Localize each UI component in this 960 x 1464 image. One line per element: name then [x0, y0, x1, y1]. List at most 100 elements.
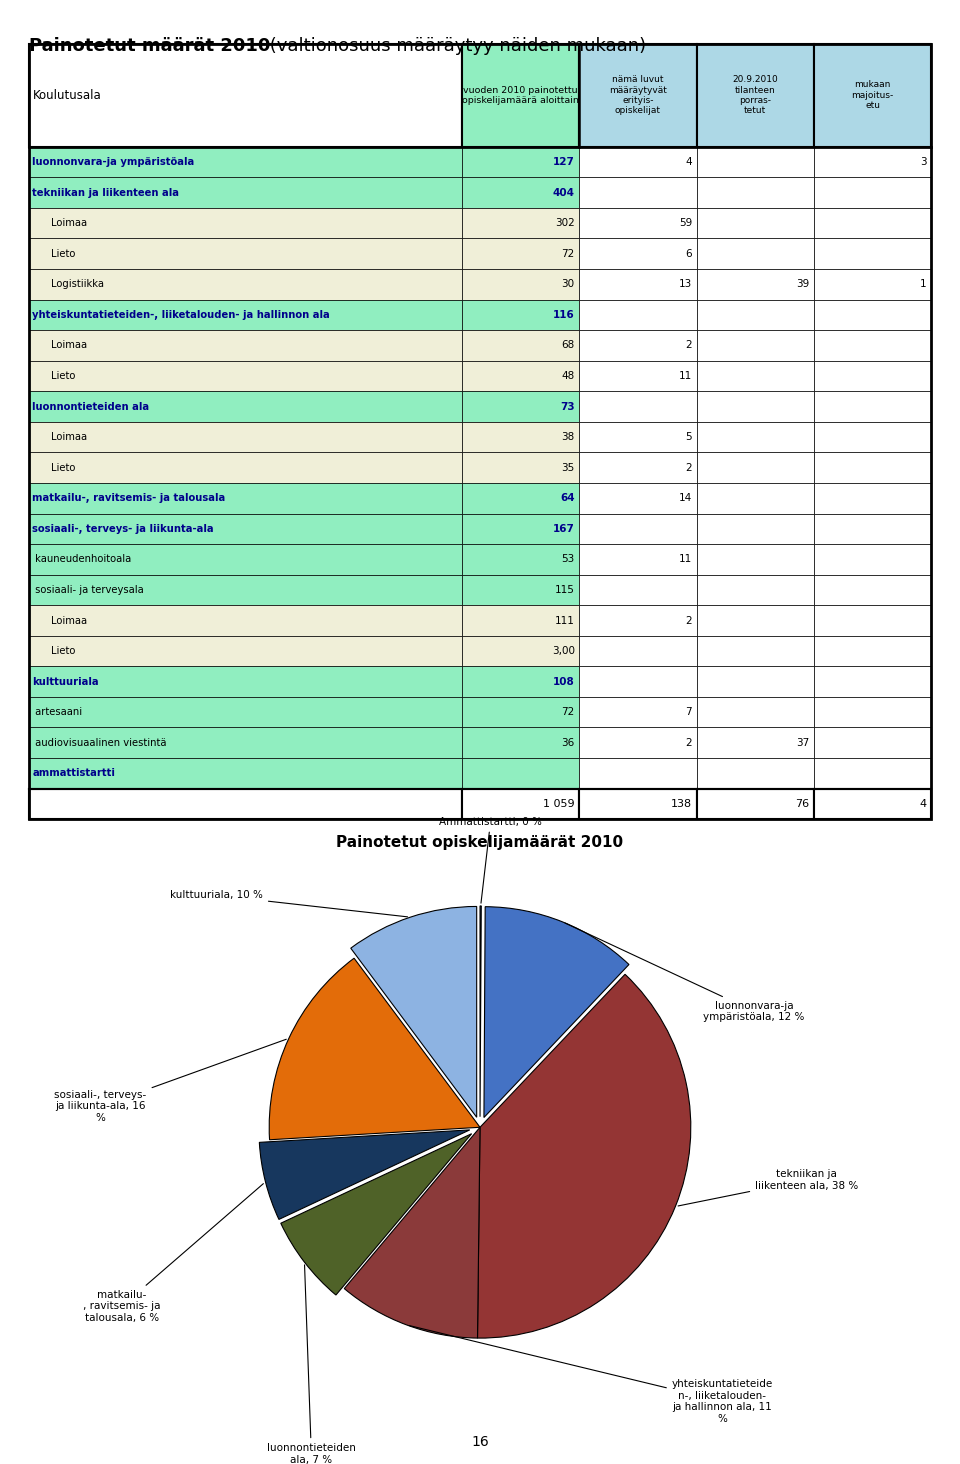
- Bar: [697, 666, 814, 697]
- Bar: [29, 758, 462, 789]
- Bar: [814, 239, 931, 269]
- Bar: [29, 177, 462, 208]
- Text: yhteiskuntatieteide
n-, liiketalouden-
ja hallinnon ala, 11
%: yhteiskuntatieteide n-, liiketalouden- j…: [409, 1325, 773, 1424]
- Bar: [579, 789, 697, 820]
- Text: 16: 16: [471, 1435, 489, 1449]
- Bar: [697, 452, 814, 483]
- Bar: [814, 269, 931, 300]
- Bar: [814, 44, 931, 146]
- Text: 30: 30: [562, 280, 575, 290]
- Text: Painotetut määrät 2010: Painotetut määrät 2010: [29, 37, 270, 54]
- Text: 48: 48: [562, 370, 575, 381]
- Text: nämä luvut
määräytyvät
erityis-
opiskelijat: nämä luvut määräytyvät erityis- opiskeli…: [609, 75, 667, 116]
- Text: kulttuuriala: kulttuuriala: [33, 676, 99, 687]
- Bar: [697, 728, 814, 758]
- Text: 39: 39: [796, 280, 809, 290]
- Wedge shape: [345, 1127, 480, 1338]
- Bar: [29, 697, 462, 728]
- Text: artesaani: artesaani: [33, 707, 83, 717]
- Text: Loimaa: Loimaa: [52, 432, 87, 442]
- Text: Lieto: Lieto: [52, 370, 76, 381]
- Bar: [814, 452, 931, 483]
- Text: 6: 6: [685, 249, 692, 259]
- Bar: [697, 146, 814, 177]
- Text: ammattistartti: ammattistartti: [33, 769, 115, 779]
- Bar: [579, 666, 697, 697]
- Text: tekniikan ja
liikenteen ala, 38 %: tekniikan ja liikenteen ala, 38 %: [678, 1170, 858, 1206]
- Bar: [462, 422, 579, 452]
- Bar: [29, 575, 462, 605]
- Bar: [697, 300, 814, 329]
- Bar: [814, 483, 931, 514]
- Bar: [697, 514, 814, 545]
- Wedge shape: [269, 959, 480, 1140]
- Bar: [462, 605, 579, 635]
- Text: 1: 1: [920, 280, 926, 290]
- Text: 73: 73: [560, 401, 575, 411]
- Bar: [579, 514, 697, 545]
- Text: Loimaa: Loimaa: [52, 341, 87, 350]
- Text: 4: 4: [920, 799, 926, 810]
- Bar: [462, 269, 579, 300]
- Text: 64: 64: [560, 493, 575, 504]
- Bar: [462, 452, 579, 483]
- Bar: [29, 635, 462, 666]
- Bar: [462, 360, 579, 391]
- Text: 35: 35: [562, 463, 575, 473]
- Bar: [697, 697, 814, 728]
- Text: luonnontieteiden ala: luonnontieteiden ala: [33, 401, 150, 411]
- Bar: [579, 391, 697, 422]
- Text: 115: 115: [555, 586, 575, 594]
- Bar: [462, 146, 579, 177]
- Bar: [29, 269, 462, 300]
- Text: luonnonvara-ja ympäristöala: luonnonvara-ja ympäristöala: [33, 157, 195, 167]
- Text: 72: 72: [562, 249, 575, 259]
- Text: 7: 7: [685, 707, 692, 717]
- Text: 138: 138: [671, 799, 692, 810]
- Bar: [29, 44, 462, 146]
- Text: 3: 3: [920, 157, 926, 167]
- Bar: [29, 239, 462, 269]
- Bar: [579, 300, 697, 329]
- Text: 4: 4: [685, 157, 692, 167]
- Bar: [29, 789, 462, 820]
- Text: luonnonvara-ja
ympäristöala, 12 %: luonnonvara-ja ympäristöala, 12 %: [565, 924, 804, 1022]
- Text: sosiaali- ja terveysala: sosiaali- ja terveysala: [33, 586, 144, 594]
- Bar: [579, 329, 697, 360]
- Bar: [29, 728, 462, 758]
- Text: Logistiikka: Logistiikka: [52, 280, 105, 290]
- Bar: [462, 44, 579, 146]
- Bar: [697, 575, 814, 605]
- Title: Painotetut opiskelijamäärät 2010: Painotetut opiskelijamäärät 2010: [336, 834, 624, 851]
- Bar: [462, 483, 579, 514]
- Bar: [29, 208, 462, 239]
- Bar: [697, 177, 814, 208]
- Bar: [579, 269, 697, 300]
- Text: 302: 302: [555, 218, 575, 228]
- Bar: [462, 728, 579, 758]
- Bar: [579, 758, 697, 789]
- Bar: [697, 758, 814, 789]
- Text: 116: 116: [553, 310, 575, 319]
- Bar: [697, 635, 814, 666]
- Bar: [697, 208, 814, 239]
- Text: 1 059: 1 059: [543, 799, 575, 810]
- Bar: [462, 545, 579, 575]
- Text: matkailu-, ravitsemis- ja talousala: matkailu-, ravitsemis- ja talousala: [33, 493, 226, 504]
- Text: 68: 68: [562, 341, 575, 350]
- Bar: [579, 177, 697, 208]
- Bar: [579, 452, 697, 483]
- Text: Koulutusala: Koulutusala: [34, 89, 102, 102]
- Bar: [579, 146, 697, 177]
- Text: 11: 11: [679, 555, 692, 564]
- Wedge shape: [259, 1130, 469, 1220]
- Text: 38: 38: [562, 432, 575, 442]
- Bar: [697, 789, 814, 820]
- Bar: [462, 208, 579, 239]
- Bar: [814, 391, 931, 422]
- Text: Lieto: Lieto: [52, 463, 76, 473]
- Bar: [814, 422, 931, 452]
- Text: vuoden 2010 painotettu
opiskelijamäärä aloittain: vuoden 2010 painotettu opiskelijamäärä a…: [462, 85, 579, 105]
- Text: 404: 404: [553, 187, 575, 198]
- Text: 108: 108: [553, 676, 575, 687]
